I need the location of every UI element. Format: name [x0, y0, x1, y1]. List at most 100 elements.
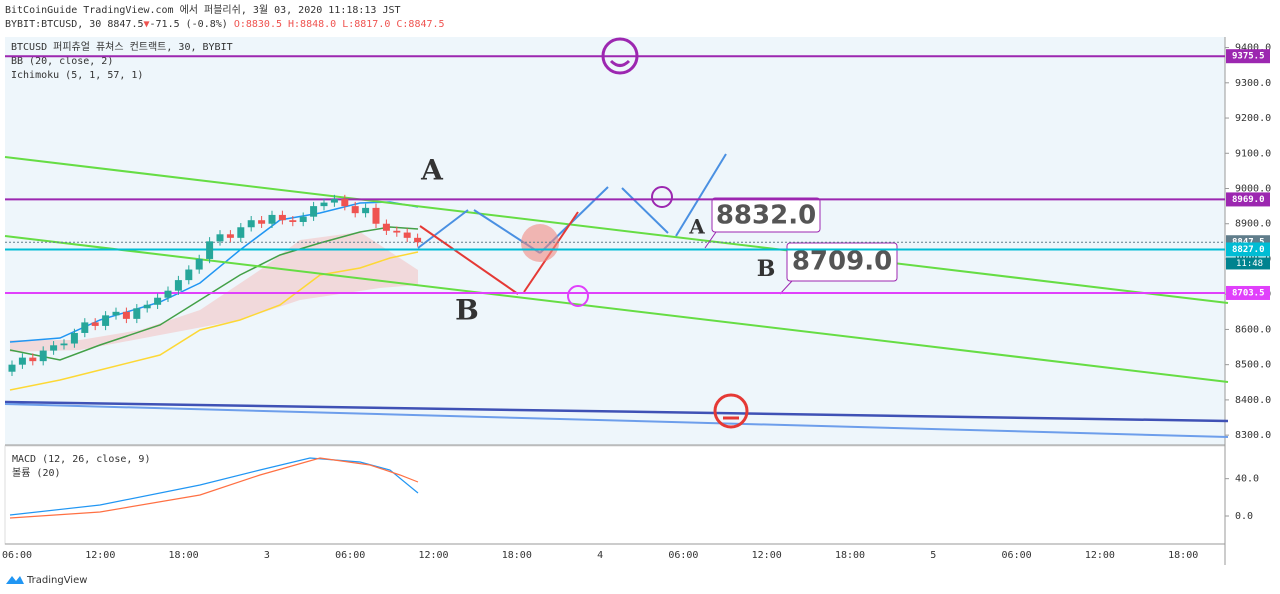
price-badge — [1226, 192, 1270, 207]
arrow — [621, 187, 669, 234]
candle-body — [143, 304, 151, 309]
candle-body — [112, 311, 120, 316]
arrow: ▼ — [143, 19, 149, 30]
footer[interactable]: TradingView — [26, 575, 87, 586]
candle-body — [268, 214, 276, 224]
emoji-neutral — [713, 393, 749, 429]
emoji-sad — [567, 285, 589, 307]
published: BitCoinGuide TradingView.com 에서 퍼블리쉬, 3월… — [5, 4, 401, 16]
callout-text: 8832.0 — [716, 201, 816, 231]
trendline — [4, 400, 1229, 423]
candle-body — [289, 220, 297, 222]
x-tick-label: 06:00 — [1002, 550, 1032, 561]
candle-body — [310, 206, 318, 217]
y-tick-label: 8500.0 — [1235, 360, 1271, 371]
legend: Ichimoku (5, 1, 57, 1) — [11, 70, 143, 81]
candle-body — [81, 322, 89, 333]
price-badge-label: 9375.5 — [1232, 52, 1265, 62]
arrow — [417, 209, 469, 249]
y-tick-label: 40.0 — [1235, 474, 1259, 485]
candle-body — [206, 241, 214, 259]
x-tick-label: 18:00 — [169, 550, 199, 561]
y-tick-label: 9400.0 — [1235, 43, 1271, 54]
countdown: 11:48 — [1236, 259, 1263, 269]
candle-body — [195, 258, 203, 270]
x-tick-label: 12:00 — [752, 550, 782, 561]
candle-body — [122, 311, 130, 319]
price-badge — [1226, 285, 1270, 300]
signal-line — [9, 457, 419, 519]
emoji-mouth — [609, 59, 631, 67]
symbol-name: BYBIT:BTCUSD, 30 — [5, 19, 101, 30]
x-tick-label: 18:00 — [502, 550, 532, 561]
price-badge — [1226, 242, 1270, 257]
callout-text: 8709.0 — [792, 247, 892, 277]
y-tick-label: 9100.0 — [1235, 148, 1271, 159]
legend: BB (20, close, 2) — [11, 56, 113, 67]
candle-body — [91, 322, 99, 326]
emoji-smile — [651, 186, 673, 208]
macd-pane — [4, 445, 1226, 545]
candle-body — [216, 234, 224, 242]
candle-body — [18, 357, 26, 365]
candle-body — [382, 223, 390, 231]
highlight — [521, 224, 559, 262]
price-badge-label: 8703.5 — [1232, 288, 1265, 298]
price-badge-label: 8827.0 — [1232, 245, 1265, 255]
candle-body — [258, 220, 266, 224]
x-tick-label: 06:00 — [335, 550, 365, 561]
bb-basis — [9, 226, 419, 361]
candle-body — [70, 332, 78, 344]
candle-body — [299, 216, 307, 222]
y-tick-label: 8300.0 — [1235, 430, 1271, 441]
x-tick-label: 12:00 — [1085, 550, 1115, 561]
volume-title: 볼륨 (20) — [12, 467, 61, 479]
legend: BTCUSD 퍼피츄얼 퓨쳐스 컨트랙트, 30, BYBIT — [11, 41, 233, 53]
candle-body — [185, 269, 193, 281]
ichimoku-cloud — [10, 232, 418, 352]
x-tick-label: 18:00 — [1168, 550, 1198, 561]
label-b: B — [455, 294, 479, 327]
x-tick-label: 5 — [930, 550, 936, 561]
x-tick-label: 3 — [264, 550, 270, 561]
candle-body — [330, 199, 338, 203]
trendline — [4, 235, 1229, 383]
y-tick-label: 8600.0 — [1235, 324, 1271, 335]
price-badge-label: 8969.0 — [1232, 195, 1265, 205]
candle-body — [351, 206, 359, 214]
candle-body — [414, 237, 422, 243]
price-badge — [1226, 49, 1270, 64]
label-a: A — [420, 154, 444, 187]
candle-body — [50, 345, 58, 351]
x-tick-label: 12:00 — [85, 550, 115, 561]
y-tick-label: 0.0 — [1235, 511, 1253, 522]
countdown-badge — [1226, 257, 1270, 270]
x-tick-label: 18:00 — [835, 550, 865, 561]
callout — [786, 242, 898, 282]
callout — [711, 197, 821, 233]
x-tick-label: 06:00 — [668, 550, 698, 561]
candle-body — [226, 234, 234, 238]
label-b: B — [757, 256, 776, 282]
candle-body — [164, 290, 172, 298]
trendline — [4, 403, 1229, 438]
candle-body — [39, 350, 47, 362]
last: 8847.5 — [107, 19, 143, 30]
candle-body — [133, 308, 141, 319]
bb-lower — [9, 251, 419, 391]
ohlc: O:8830.5 H:8848.0 L:8817.0 C:8847.5 — [234, 19, 445, 30]
arrow — [675, 153, 727, 237]
candle-body — [60, 343, 68, 346]
candle-body — [372, 207, 380, 224]
candle-body — [362, 207, 370, 214]
candle-body — [320, 202, 328, 207]
candle-body — [154, 297, 162, 305]
candle-body — [403, 232, 411, 238]
candle-body — [29, 357, 37, 362]
callout-tail — [779, 280, 793, 295]
candle-body — [341, 199, 349, 207]
y-tick-label: 9000.0 — [1235, 184, 1271, 195]
x-tick-label: 06:00 — [2, 550, 32, 561]
candle-body — [237, 227, 245, 238]
